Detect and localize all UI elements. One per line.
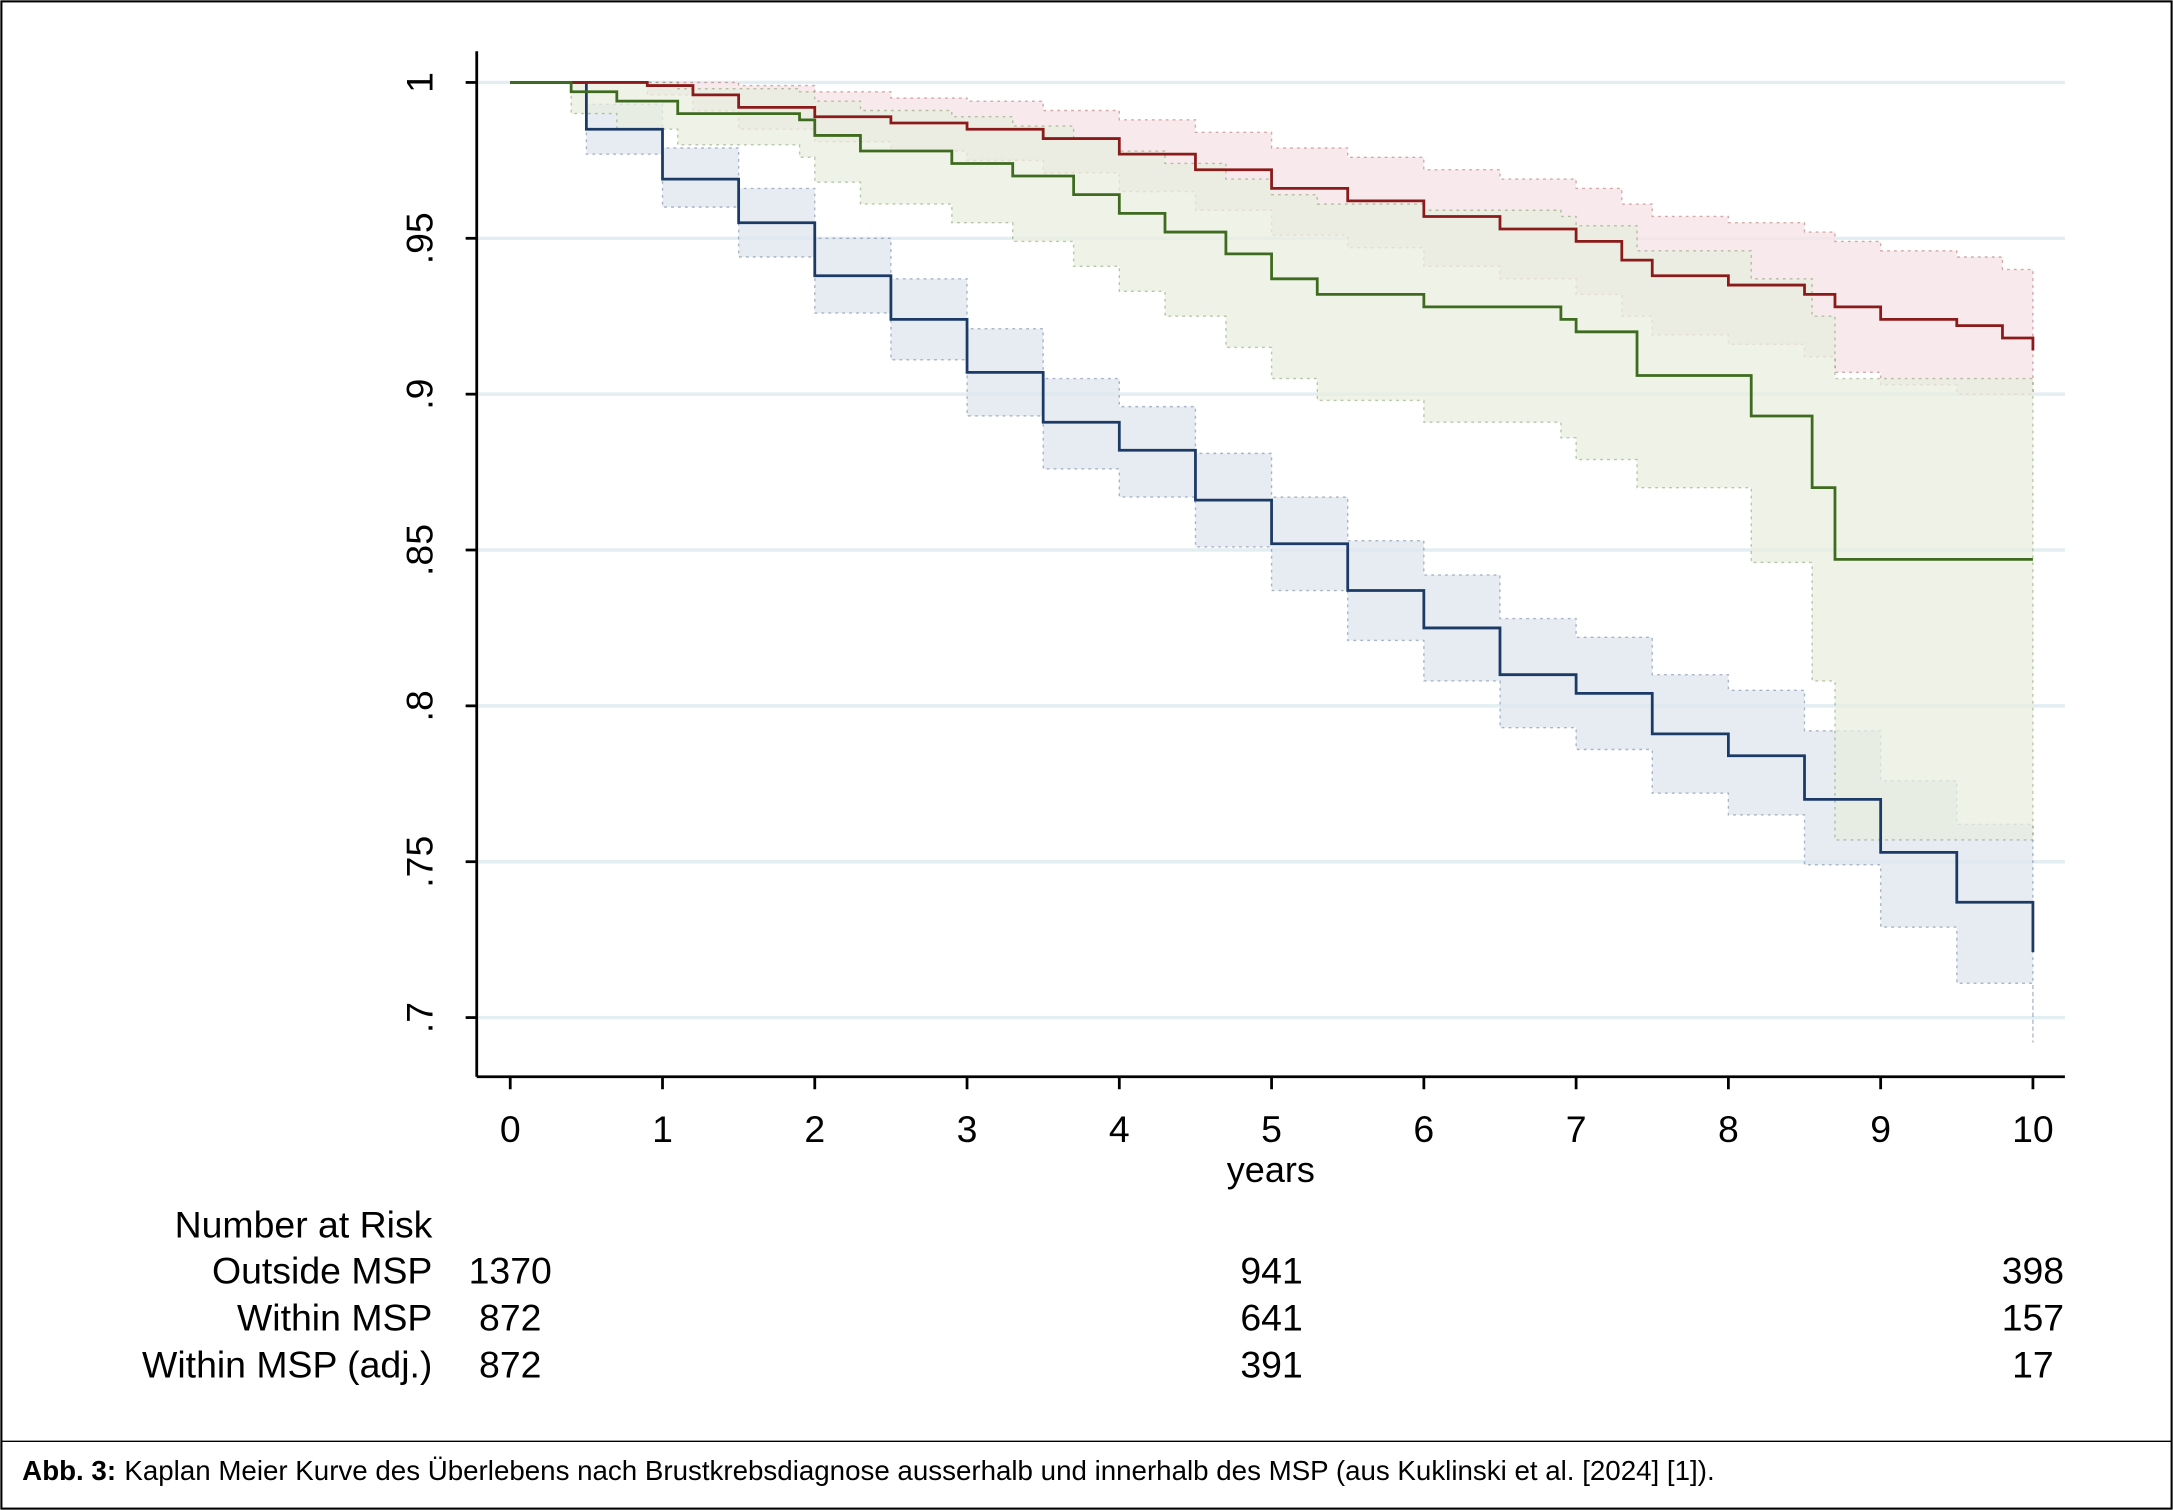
y-tick-label: .85 <box>398 524 440 576</box>
x-tick-label: 0 <box>500 1108 521 1150</box>
risk-count: 872 <box>479 1344 541 1386</box>
risk-count: 941 <box>1240 1249 1302 1291</box>
risk-count: 17 <box>2012 1344 2054 1386</box>
x-tick-label: 4 <box>1109 1108 1130 1150</box>
confidence-band <box>510 81 2034 1043</box>
x-tick-label: 10 <box>2012 1108 2054 1150</box>
caption-text: Kaplan Meier Kurve des Überlebens nach B… <box>124 1455 1714 1486</box>
caption: Abb. 3: Kaplan Meier Kurve des Überlebens… <box>22 1455 1714 1486</box>
y-tick-label: .75 <box>398 836 440 888</box>
x-tick-label: 5 <box>1261 1108 1282 1150</box>
survival-line <box>510 81 2033 561</box>
y-tick-label: .8 <box>398 690 440 721</box>
y-tick-label: .95 <box>398 212 440 264</box>
risk-title: Number at Risk <box>175 1204 433 1246</box>
risk-count: 1370 <box>469 1249 552 1291</box>
survival-line <box>510 81 2035 351</box>
survival-line <box>510 81 2035 953</box>
x-tick-label: 3 <box>957 1108 978 1150</box>
x-tick-label: 1 <box>652 1108 673 1150</box>
y-tick-label: .9 <box>398 379 440 410</box>
y-tick-label: 1 <box>398 72 440 93</box>
x-tick-label: 2 <box>804 1108 825 1150</box>
x-tick-label: 8 <box>1718 1108 1739 1150</box>
risk-count: 641 <box>1240 1296 1302 1338</box>
risk-row-label: Within MSP <box>237 1296 432 1338</box>
risk-row-label: Outside MSP <box>212 1249 432 1291</box>
y-tick-label: .7 <box>398 1002 440 1033</box>
x-tick-label: 9 <box>1870 1108 1891 1150</box>
risk-count: 157 <box>2002 1296 2064 1338</box>
x-tick-label: 7 <box>1566 1108 1587 1150</box>
risk-count: 872 <box>479 1296 541 1338</box>
risk-row-label: Within MSP (adj.) <box>142 1344 432 1386</box>
caption-label: Abb. 3: <box>22 1455 116 1486</box>
risk-count: 391 <box>1240 1344 1302 1386</box>
risk-count: 398 <box>2002 1249 2064 1291</box>
x-tick-label: 6 <box>1413 1108 1434 1150</box>
x-axis-label: years <box>1227 1149 1315 1190</box>
